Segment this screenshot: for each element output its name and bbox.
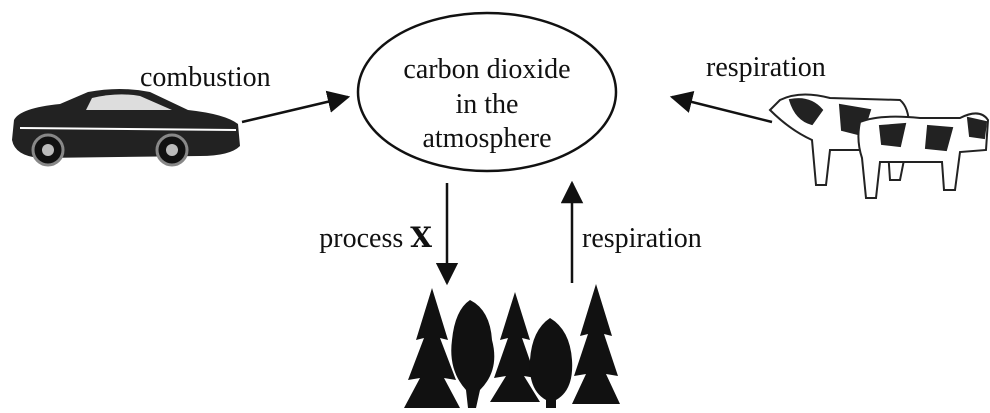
- center-label: in the: [456, 89, 519, 120]
- label-process-x: X: [410, 221, 432, 254]
- label-combustion: combustion: [140, 62, 271, 93]
- arrow-respiration: [669, 90, 773, 124]
- center-label: carbon dioxide: [403, 54, 570, 85]
- arrow-combustion: [241, 90, 351, 124]
- label-respiration: respiration: [582, 223, 702, 254]
- center-label: atmosphere: [422, 123, 551, 154]
- label-respiration: respiration: [706, 52, 826, 83]
- label-process-text: process: [319, 223, 403, 254]
- trees-illustration: [404, 284, 620, 408]
- car-illustration: [12, 89, 240, 167]
- cows-illustration: [768, 93, 990, 199]
- atmosphere-ellipse: [356, 11, 618, 173]
- label-process: process X: [319, 221, 432, 254]
